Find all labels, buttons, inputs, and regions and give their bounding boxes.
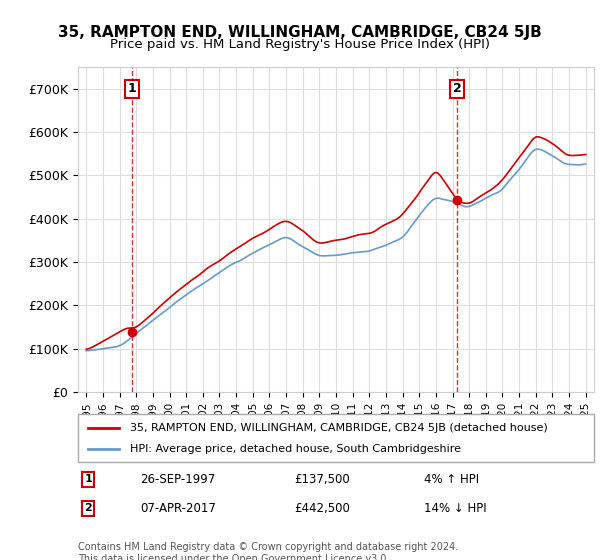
Text: 35, RAMPTON END, WILLINGHAM, CAMBRIDGE, CB24 5JB (detached house): 35, RAMPTON END, WILLINGHAM, CAMBRIDGE, …: [130, 423, 547, 433]
Text: 2: 2: [85, 503, 92, 514]
Text: 1: 1: [85, 474, 92, 484]
FancyBboxPatch shape: [78, 414, 594, 462]
Text: £442,500: £442,500: [295, 502, 350, 515]
Text: 35, RAMPTON END, WILLINGHAM, CAMBRIDGE, CB24 5JB: 35, RAMPTON END, WILLINGHAM, CAMBRIDGE, …: [58, 25, 542, 40]
Text: £137,500: £137,500: [295, 473, 350, 486]
Text: 14% ↓ HPI: 14% ↓ HPI: [424, 502, 487, 515]
Text: 2: 2: [452, 82, 461, 95]
Text: Contains HM Land Registry data © Crown copyright and database right 2024.
This d: Contains HM Land Registry data © Crown c…: [78, 542, 458, 560]
Text: 07-APR-2017: 07-APR-2017: [140, 502, 216, 515]
Text: HPI: Average price, detached house, South Cambridgeshire: HPI: Average price, detached house, Sout…: [130, 444, 461, 454]
Text: 4% ↑ HPI: 4% ↑ HPI: [424, 473, 479, 486]
Text: 1: 1: [127, 82, 136, 95]
Text: Price paid vs. HM Land Registry's House Price Index (HPI): Price paid vs. HM Land Registry's House …: [110, 38, 490, 51]
Text: 26-SEP-1997: 26-SEP-1997: [140, 473, 215, 486]
